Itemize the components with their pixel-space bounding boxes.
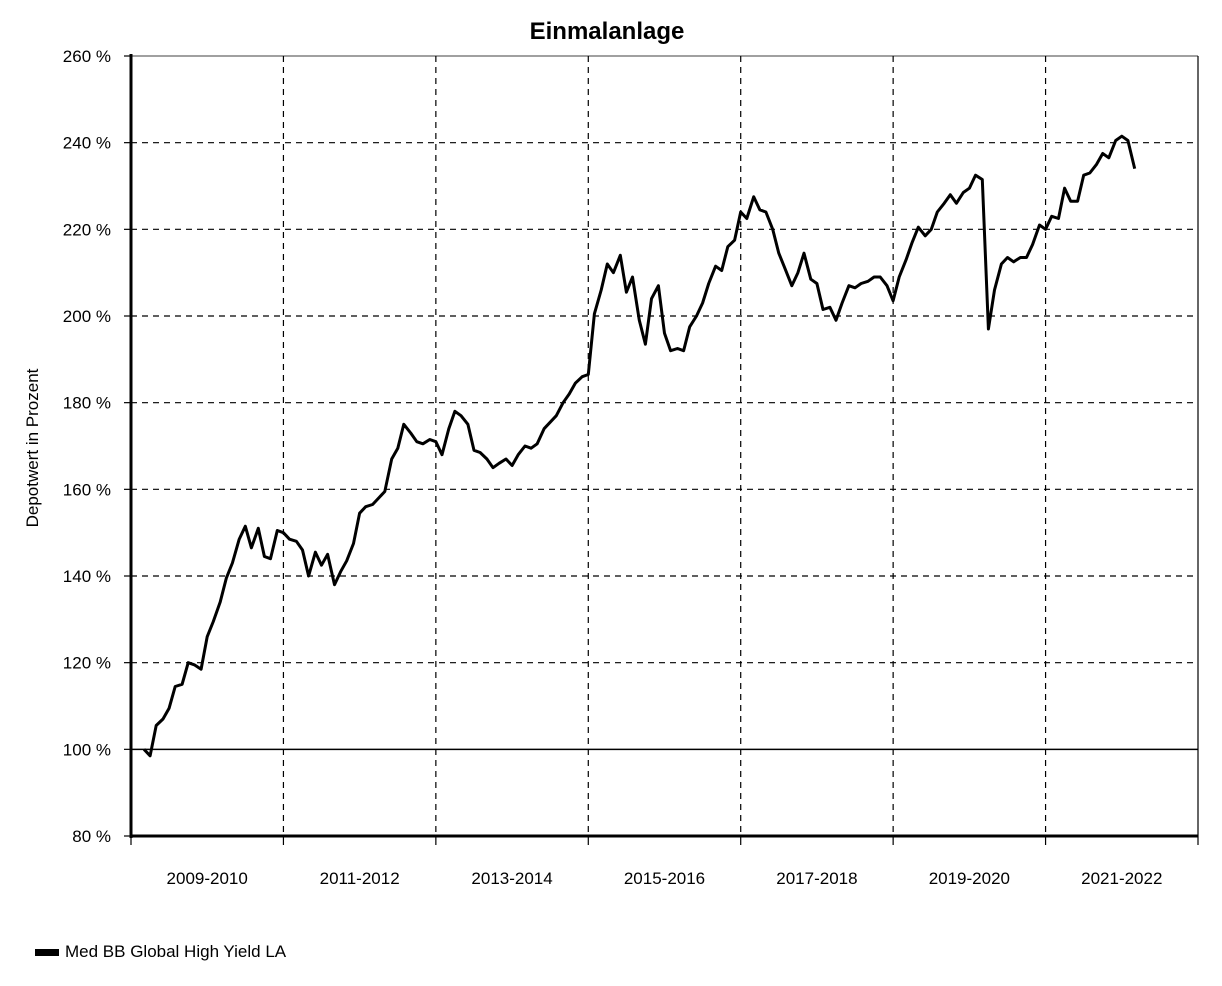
y-tick-label: 200 % [63, 307, 111, 326]
x-tick-label: 2011-2012 [320, 869, 400, 888]
legend-swatch [35, 948, 59, 956]
y-tick-label: 240 % [63, 134, 111, 153]
x-tick-label: 2017-2018 [776, 869, 857, 888]
x-tick-label: 2021-2022 [1081, 869, 1162, 888]
tick-labels: 80 % 100 % 120 % 140 % 160 % 180 % 200 % 220 % 2… [63, 47, 1163, 888]
x-tick-label: 2013-2014 [471, 869, 552, 888]
y-tick-label: 120 % [63, 654, 111, 673]
y-tick-label: 260 % [63, 47, 111, 66]
y-tick-label: 160 % [63, 480, 111, 499]
y-tick-label: 100 % [63, 740, 111, 759]
series-line [142, 134, 1137, 758]
y-axis-label: Depotwert in Prozent [23, 368, 42, 527]
axes [124, 54, 1199, 845]
x-tick-label: 2009-2010 [167, 869, 248, 888]
y-tick-label: 180 % [63, 394, 111, 413]
chart-title: Einmalanlage [530, 18, 685, 45]
grid-lines [131, 56, 1198, 836]
series-lines [142, 134, 1137, 758]
legend-label: Med BB Global High Yield LA [65, 942, 287, 961]
y-tick-label: 220 % [63, 220, 111, 239]
x-tick-label: 2015-2016 [624, 869, 705, 888]
y-tick-label: 140 % [63, 567, 111, 586]
y-tick-label: 80 % [72, 827, 111, 846]
x-tick-label: 2019-2020 [929, 869, 1010, 888]
legend: Med BB Global High Yield LA [35, 942, 286, 962]
